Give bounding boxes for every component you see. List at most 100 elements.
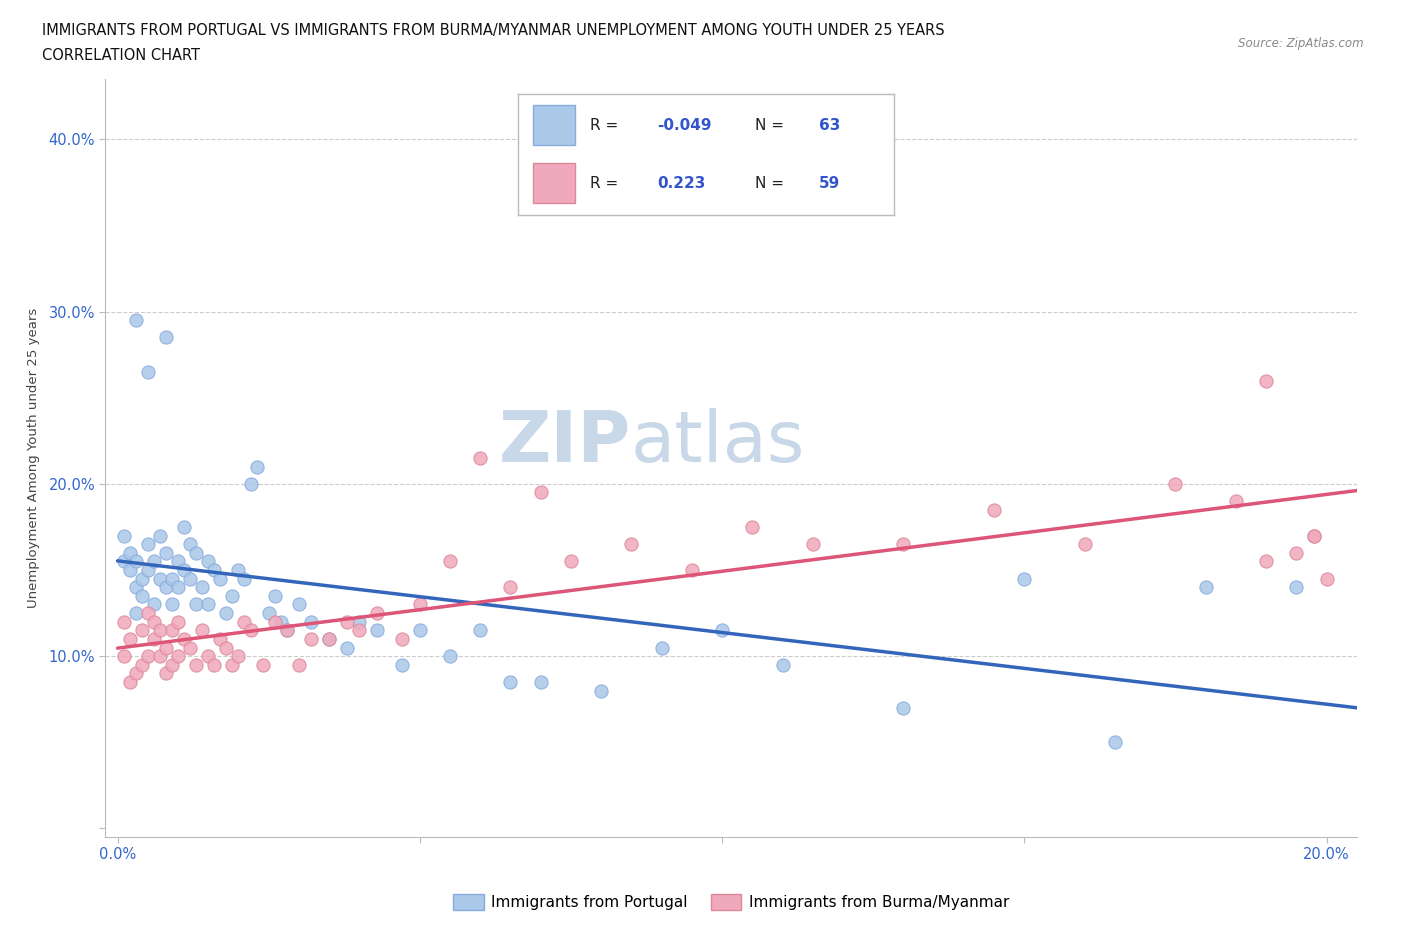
Point: [173, 563, 195, 578]
Point: [124, 579, 146, 594]
Point: [209, 571, 232, 586]
Point: [233, 571, 256, 586]
Point: [228, 649, 250, 664]
Point: [160, 571, 183, 586]
Point: [160, 623, 183, 638]
Point: [560, 554, 582, 569]
Point: [155, 545, 177, 560]
Point: [530, 485, 553, 500]
Point: [173, 520, 195, 535]
Point: [1195, 579, 1218, 594]
Legend: Immigrants from Portugal, Immigrants from Burma/Myanmar: Immigrants from Portugal, Immigrants fro…: [447, 888, 1015, 917]
Point: [131, 623, 153, 638]
Point: [179, 537, 201, 551]
Point: [118, 631, 141, 646]
Point: [270, 614, 292, 629]
Point: [299, 631, 322, 646]
Point: [239, 623, 262, 638]
Point: [221, 589, 243, 604]
Point: [124, 605, 146, 620]
Y-axis label: Unemployment Among Youth under 25 years: Unemployment Among Youth under 25 years: [27, 308, 41, 608]
Point: [136, 649, 159, 664]
Point: [112, 649, 135, 664]
Point: [149, 528, 172, 543]
Point: [179, 571, 201, 586]
Point: [118, 674, 141, 689]
Point: [191, 579, 214, 594]
Point: [336, 614, 359, 629]
Text: Source: ZipAtlas.com: Source: ZipAtlas.com: [1239, 37, 1364, 50]
Point: [160, 597, 183, 612]
Point: [263, 589, 285, 604]
Point: [245, 459, 267, 474]
Point: [142, 631, 165, 646]
Point: [1316, 571, 1339, 586]
Point: [136, 605, 159, 620]
Point: [318, 631, 340, 646]
Text: IMMIGRANTS FROM PORTUGAL VS IMMIGRANTS FROM BURMA/MYANMAR UNEMPLOYMENT AMONG YOU: IMMIGRANTS FROM PORTUGAL VS IMMIGRANTS F…: [42, 23, 945, 38]
Point: [681, 563, 703, 578]
Point: [131, 589, 153, 604]
Point: [155, 330, 177, 345]
Point: [239, 476, 262, 491]
Point: [209, 631, 232, 646]
Point: [257, 605, 280, 620]
Point: [191, 623, 214, 638]
Point: [112, 614, 135, 629]
Point: [167, 614, 190, 629]
Point: [349, 623, 371, 638]
Point: [801, 537, 824, 551]
Point: [1256, 373, 1278, 388]
Point: [160, 658, 183, 672]
Point: [184, 545, 207, 560]
Point: [409, 597, 432, 612]
Point: [155, 640, 177, 655]
Text: ZIP: ZIP: [499, 408, 631, 477]
Point: [1303, 528, 1326, 543]
Point: [651, 640, 673, 655]
Point: [215, 605, 238, 620]
Point: [124, 666, 146, 681]
Point: [167, 649, 190, 664]
Point: [202, 658, 225, 672]
Point: [197, 597, 219, 612]
Point: [299, 614, 322, 629]
Point: [620, 537, 643, 551]
Point: [136, 365, 159, 379]
Point: [366, 623, 388, 638]
Point: [215, 640, 238, 655]
Point: [112, 554, 135, 569]
Point: [336, 640, 359, 655]
Point: [439, 649, 461, 664]
Point: [155, 579, 177, 594]
Point: [1164, 476, 1187, 491]
Point: [118, 563, 141, 578]
Point: [1285, 545, 1308, 560]
Point: [136, 563, 159, 578]
Point: [1074, 537, 1097, 551]
Point: [288, 597, 311, 612]
Point: [1104, 735, 1126, 750]
Point: [1256, 554, 1278, 569]
Point: [112, 528, 135, 543]
Point: [741, 520, 763, 535]
Point: [409, 623, 432, 638]
Point: [349, 614, 371, 629]
Point: [530, 674, 553, 689]
Point: [184, 597, 207, 612]
Point: [184, 658, 207, 672]
Point: [366, 605, 388, 620]
Point: [142, 554, 165, 569]
Point: [155, 666, 177, 681]
Text: atlas: atlas: [631, 408, 806, 477]
Point: [167, 579, 190, 594]
Point: [252, 658, 274, 672]
Point: [124, 312, 146, 327]
Point: [173, 631, 195, 646]
Point: [131, 658, 153, 672]
Point: [893, 537, 915, 551]
Point: [1303, 528, 1326, 543]
Point: [197, 554, 219, 569]
Point: [499, 674, 522, 689]
Point: [131, 571, 153, 586]
